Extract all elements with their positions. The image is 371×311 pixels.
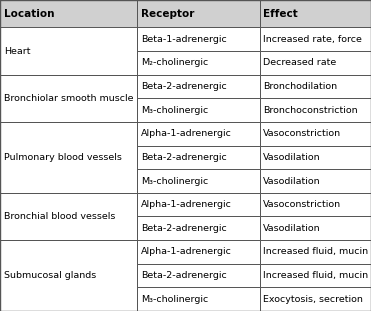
Text: Decreased rate: Decreased rate bbox=[263, 58, 336, 67]
Bar bbox=[260, 98, 371, 122]
Bar bbox=[0, 264, 137, 287]
Bar bbox=[137, 98, 260, 122]
Bar bbox=[0, 75, 137, 98]
Bar bbox=[0, 0, 137, 27]
Bar bbox=[0, 27, 137, 51]
Text: Beta-2-adrenergic: Beta-2-adrenergic bbox=[141, 82, 227, 91]
Bar bbox=[260, 193, 371, 216]
Text: Beta-2-adrenergic: Beta-2-adrenergic bbox=[141, 271, 227, 280]
Text: Bronchiolar smooth muscle: Bronchiolar smooth muscle bbox=[4, 94, 133, 103]
Bar bbox=[260, 146, 371, 169]
Text: Alpha-1-adrenergic: Alpha-1-adrenergic bbox=[141, 129, 232, 138]
Text: Bronchial blood vessels: Bronchial blood vessels bbox=[4, 212, 115, 221]
Text: Submucosal glands: Submucosal glands bbox=[4, 271, 96, 280]
Bar bbox=[0, 51, 137, 75]
Text: Beta-2-adrenergic: Beta-2-adrenergic bbox=[141, 153, 227, 162]
Text: Vasodilation: Vasodilation bbox=[263, 224, 321, 233]
Bar bbox=[260, 27, 371, 51]
Text: Vasodilation: Vasodilation bbox=[263, 177, 321, 185]
Text: Vasoconstriction: Vasoconstriction bbox=[263, 129, 342, 138]
Bar bbox=[260, 75, 371, 98]
Text: Vasoconstriction: Vasoconstriction bbox=[263, 200, 342, 209]
Bar bbox=[260, 287, 371, 311]
Text: Alpha-1-adrenergic: Alpha-1-adrenergic bbox=[141, 248, 232, 256]
Text: Increased fluid, mucin: Increased fluid, mucin bbox=[263, 248, 368, 256]
Bar bbox=[137, 75, 260, 98]
Bar bbox=[0, 287, 137, 311]
Bar bbox=[137, 264, 260, 287]
Bar bbox=[137, 0, 260, 27]
Text: M₂-cholinergic: M₂-cholinergic bbox=[141, 58, 208, 67]
Text: Heart: Heart bbox=[4, 47, 30, 55]
Text: M₃-cholinergic: M₃-cholinergic bbox=[141, 295, 208, 304]
Text: Beta-1-adrenergic: Beta-1-adrenergic bbox=[141, 35, 227, 44]
Text: Bronchodilation: Bronchodilation bbox=[263, 82, 338, 91]
Text: M₃-cholinergic: M₃-cholinergic bbox=[141, 106, 208, 114]
Bar bbox=[260, 169, 371, 193]
Bar bbox=[137, 122, 260, 146]
Bar bbox=[260, 0, 371, 27]
Text: Increased fluid, mucin: Increased fluid, mucin bbox=[263, 271, 368, 280]
Text: Increased rate, force: Increased rate, force bbox=[263, 35, 362, 44]
Text: Location: Location bbox=[4, 9, 54, 19]
Bar bbox=[260, 240, 371, 264]
Bar bbox=[0, 146, 137, 169]
Text: Alpha-1-adrenergic: Alpha-1-adrenergic bbox=[141, 200, 232, 209]
Bar bbox=[137, 51, 260, 75]
Text: Bronchoconstriction: Bronchoconstriction bbox=[263, 106, 358, 114]
Bar bbox=[137, 216, 260, 240]
Bar bbox=[260, 51, 371, 75]
Bar bbox=[0, 98, 137, 122]
Text: Exocytosis, secretion: Exocytosis, secretion bbox=[263, 295, 363, 304]
Bar bbox=[0, 216, 137, 240]
Bar bbox=[137, 27, 260, 51]
Bar bbox=[137, 193, 260, 216]
Text: Effect: Effect bbox=[263, 9, 298, 19]
Bar bbox=[260, 264, 371, 287]
Text: Vasodilation: Vasodilation bbox=[263, 153, 321, 162]
Bar bbox=[0, 169, 137, 193]
Bar bbox=[0, 122, 137, 146]
Bar bbox=[260, 216, 371, 240]
Bar bbox=[137, 240, 260, 264]
Text: Beta-2-adrenergic: Beta-2-adrenergic bbox=[141, 224, 227, 233]
Bar bbox=[137, 169, 260, 193]
Bar bbox=[0, 240, 137, 264]
Text: M₃-cholinergic: M₃-cholinergic bbox=[141, 177, 208, 185]
Text: Pulmonary blood vessels: Pulmonary blood vessels bbox=[4, 153, 122, 162]
Bar bbox=[137, 287, 260, 311]
Text: Receptor: Receptor bbox=[141, 9, 194, 19]
Bar bbox=[260, 122, 371, 146]
Bar bbox=[0, 193, 137, 216]
Bar bbox=[137, 146, 260, 169]
